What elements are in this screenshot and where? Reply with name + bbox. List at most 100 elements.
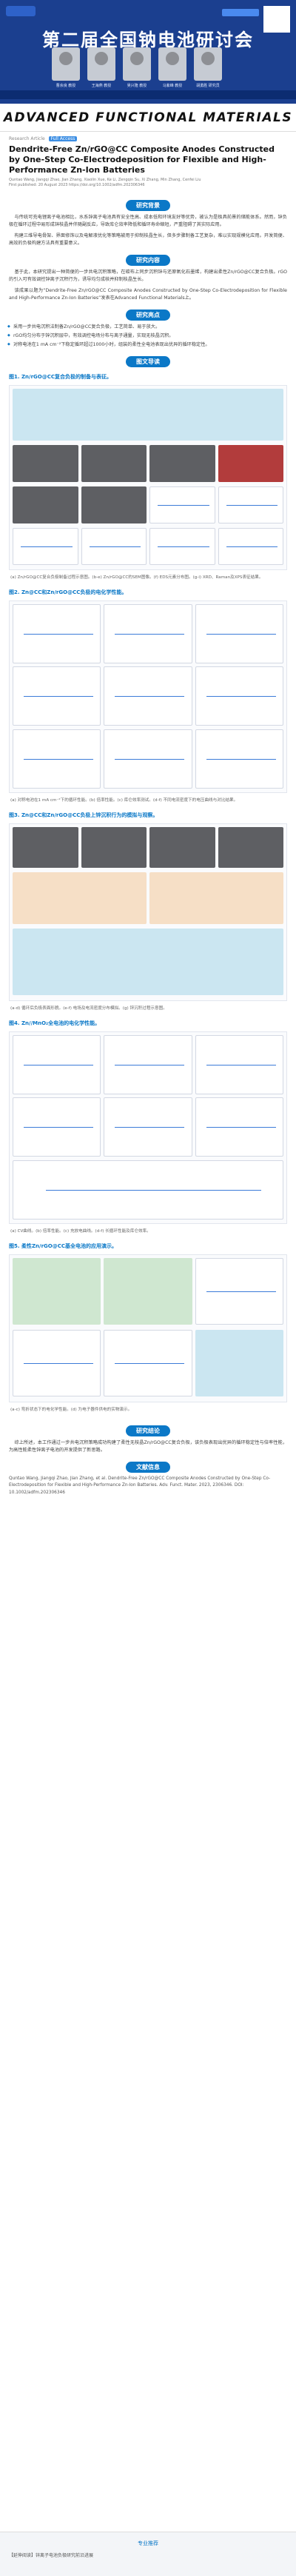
figure-caption: (a) Zn/rGO@CC复合负极制备过程示意图。(b-e) Zn/rGO@CC… xyxy=(10,575,263,580)
simulation-panel xyxy=(13,872,147,925)
figure-image[interactable] xyxy=(9,1031,287,1224)
section-heading-summary: 研究内容 xyxy=(0,255,296,267)
speaker-name: 马紫峰 教授 xyxy=(162,84,183,88)
banner-tag xyxy=(222,9,259,16)
plot-panel xyxy=(13,729,101,789)
plot-panel xyxy=(13,1329,101,1396)
article-published: First published: 20 August 2023 https://… xyxy=(9,183,145,188)
speaker-photo xyxy=(158,47,186,81)
article-authors: Quntao Wang, Jiangqi Zhao, Jian Zhang, X… xyxy=(9,178,201,183)
page-footer: 专业推荐 【延伸阅读】锌离子电池负极研究前沿进展 xyxy=(0,2532,296,2576)
plot-panel xyxy=(195,603,283,663)
section-heading-conclusion: 研究结论 xyxy=(0,1425,296,1436)
plot-panel xyxy=(13,1097,101,1157)
plot-panel xyxy=(13,527,78,565)
sem-panel xyxy=(81,444,147,482)
plot-panel xyxy=(195,1257,283,1325)
speaker-photo xyxy=(87,47,115,81)
recommend-link[interactable]: 【延伸阅读】锌离子电池负极研究前沿进展 xyxy=(9,2553,94,2558)
access-badge: Full Access xyxy=(48,136,78,141)
plot-panel xyxy=(104,666,192,726)
plot-panel xyxy=(13,1160,283,1220)
sem-panel xyxy=(149,444,215,482)
sem-panel xyxy=(13,486,78,523)
figure-title: 图1. Zn/rGO@CC复合负极的制备与表征。 xyxy=(9,373,112,380)
speaker-photo xyxy=(123,47,151,81)
simulation-panel xyxy=(149,872,283,925)
figure-caption: (a-d) 循环后负极表面形貌。(e-f) 电场及电流密度分布模拟。(g) 锌沉… xyxy=(10,1006,167,1011)
journal-name: ADVANCED FUNCTIONAL MATERIALS xyxy=(0,104,296,132)
speaker-names: 曹余良 教授 王海燕 教授 吴兴隆 教授 马紫峰 教授 胡勇胜 研究员 xyxy=(52,83,222,88)
sem-panel xyxy=(13,826,78,868)
figure-image[interactable] xyxy=(9,823,287,1001)
plot-panel xyxy=(104,1097,192,1157)
speaker-photo xyxy=(52,47,80,81)
plot-panel xyxy=(195,729,283,789)
figure-image[interactable] xyxy=(9,1254,287,1402)
plot-panel xyxy=(104,1034,192,1094)
plot-panel xyxy=(13,1034,101,1094)
eds-panel xyxy=(218,444,283,482)
logo xyxy=(6,6,36,16)
article-title: Dendrite-Free Zn/rGO@CC Composite Anodes… xyxy=(9,144,275,175)
reference-text[interactable]: Quntao Wang, Jiangqi Zhao, Jian Zhang, e… xyxy=(9,1476,271,1495)
plot-panel xyxy=(195,1097,283,1157)
speaker-name: 吴兴隆 教授 xyxy=(127,84,147,88)
figure-title: 图4. Zn//MnO₂全电池的电化学性能。 xyxy=(9,1020,101,1026)
figure-title: 图3. Zn@CC和Zn/rGO@CC负极上锌沉积行为的模拟与观察。 xyxy=(9,812,158,818)
figure-title: 图5. 柔性Zn/rGO@CC基全电池的应用演示。 xyxy=(9,1242,118,1249)
plot-panel xyxy=(195,666,283,726)
plot-panel xyxy=(13,603,101,663)
plot-panel xyxy=(104,729,192,789)
paragraph: 基于此，本研究提出一种简便的一步共电沉积策略，在碳布上同步沉积锌与还原氧化石墨烯… xyxy=(9,270,287,283)
figure-caption: (a-c) 弯折状态下的电化学性能。(d) 为电子器件供电的实物演示。 xyxy=(10,1407,132,1412)
figure-image[interactable] xyxy=(9,384,287,570)
banner-title: 第二届全国钠电池研讨会 xyxy=(42,30,254,50)
plot-panel xyxy=(218,486,283,523)
figure-image[interactable] xyxy=(9,600,287,793)
section-heading-highlights: 研究亮点 xyxy=(0,310,296,321)
figure-title: 图2. Zn@CC和Zn/rGO@CC负极的电化学性能。 xyxy=(9,589,127,595)
plot-panel xyxy=(104,1329,192,1396)
photo-panel xyxy=(13,1257,101,1325)
sem-panel xyxy=(81,486,147,523)
section-heading-reference: 文献信息 xyxy=(0,1462,296,1473)
device-panel xyxy=(195,1329,283,1396)
figure-caption: (a) 对称电池在1 mA cm⁻²下的循环性能。(b) 倍率性能。(c) 库仑… xyxy=(10,797,238,803)
speaker-name: 王海燕 教授 xyxy=(91,84,112,88)
article-tag: Research Article Full Access xyxy=(9,136,287,141)
figure-caption: (a) CV曲线。(b) 倍率性能。(c) 充放电曲线。(d-f) 长循环性能及… xyxy=(10,1228,151,1234)
plot-panel xyxy=(149,486,215,523)
paragraph: 综上所述，本工作通过一步共电沉积策略成功构建了柔性无枝晶Zn/rGO@CC复合负… xyxy=(9,1439,287,1453)
plot-panel xyxy=(13,666,101,726)
speaker-name: 曹余良 教授 xyxy=(56,84,76,88)
speaker-row xyxy=(52,47,222,81)
plot-panel xyxy=(81,527,147,565)
banner-footer-bar xyxy=(0,90,296,99)
photo-panel xyxy=(104,1257,192,1325)
speaker-name: 胡勇胜 研究员 xyxy=(196,84,220,88)
paragraph: 与传统可充电锂离子电池相比，水系锌离子电池具有安全性高、成本低和环境友好等优势，… xyxy=(9,215,287,228)
highlight-item: 采用一步共电沉积法制备Zn/rGO@CC复合负极，工艺简单、易于放大。 xyxy=(0,324,296,331)
plot-panel xyxy=(104,603,192,663)
plot-panel xyxy=(218,527,283,565)
sem-panel xyxy=(13,444,78,482)
sem-panel xyxy=(81,826,147,868)
plot-panel xyxy=(195,1034,283,1094)
paragraph: 构建三维导电骨架、界面修饰以及电解液优化等策略被用于抑制枝晶生长，但多步骤制备工… xyxy=(9,232,287,246)
speaker-photo xyxy=(194,47,222,81)
sem-panel xyxy=(149,826,215,868)
article-type: Research Article xyxy=(9,136,45,141)
sem-panel xyxy=(218,826,283,868)
section-heading-background: 研究背景 xyxy=(0,200,296,212)
paragraph: 该成果以题为“Dendrite-Free Zn/rGO@CC Composite… xyxy=(9,287,287,301)
conference-banner[interactable]: 第二届全国钠电池研讨会 曹余良 教授 王海燕 教授 吴兴隆 教授 马紫峰 教授 … xyxy=(0,0,296,104)
plot-panel xyxy=(149,527,215,565)
schematic-panel xyxy=(13,388,283,441)
schematic-panel xyxy=(13,929,283,996)
article-header: Research Article Full Access Dendrite-Fr… xyxy=(0,132,296,193)
highlight-item: rGO均匀分布于锌沉积层中，有效调控电场分布与离子通量，实现无枝晶沉积。 xyxy=(0,332,296,340)
footer-divider: 专业推荐 xyxy=(138,2540,158,2546)
qr-code xyxy=(262,4,292,34)
section-heading-figures: 图文导读 xyxy=(0,355,296,367)
